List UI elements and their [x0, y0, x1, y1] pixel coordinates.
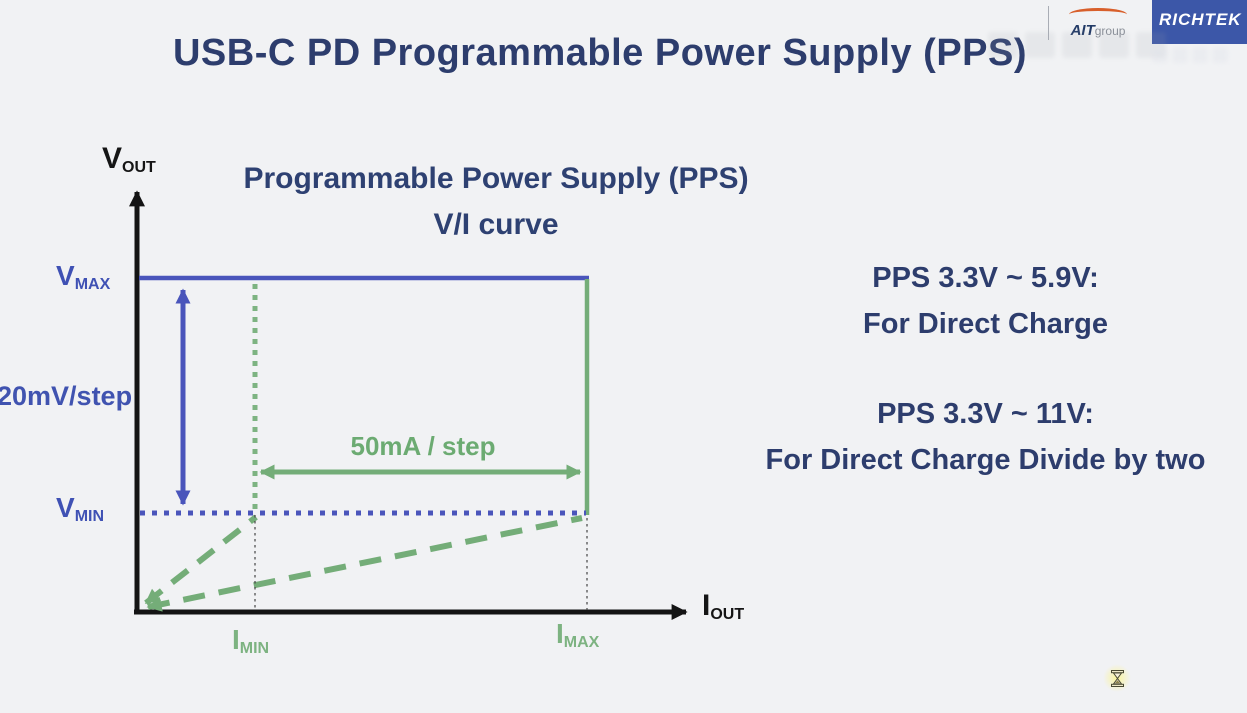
note-description: For Direct Charge — [863, 308, 1108, 340]
page-title: USB-C PD Programmable Power Supply (PPS) — [172, 32, 1028, 74]
diagram-subtitle-line1: Programmable Power Supply (PPS) — [243, 162, 749, 195]
ait-logo-text: AIT — [1070, 22, 1095, 39]
richtek-logo: RICHTEK — [1152, 0, 1247, 44]
x-axis-label: IOUT — [702, 589, 745, 624]
note-range: PPS 3.3V ~ 11V: — [877, 398, 1094, 430]
ait-logo-suffix: group — [1094, 24, 1126, 38]
y-axis-label: VOUT — [102, 142, 156, 177]
diagram-subtitle-line2: V/I curve — [433, 208, 559, 241]
diagram-subtitle: Programmable Power Supply (PPS) V/I curv… — [222, 156, 770, 248]
ait-logo-arc-icon — [1069, 8, 1127, 21]
note-direct-charge: PPS 3.3V ~ 5.9V: For Direct Charge — [733, 255, 1238, 347]
hourglass-cursor-icon — [1103, 664, 1131, 692]
vmax-label: VMAX — [56, 260, 111, 294]
logo-divider — [1048, 6, 1049, 40]
note-direct-charge-div2: PPS 3.3V ~ 11V: For Direct Charge Divide… — [733, 391, 1238, 483]
ait-group-logo: AITgroup — [1058, 8, 1138, 39]
imin-label: IMIN — [232, 624, 270, 658]
voltage-step-label: 20mV/step — [0, 381, 133, 411]
vmin-label: VMIN — [56, 492, 105, 526]
load-line-steep — [144, 514, 258, 606]
current-step-label: 50mA / step — [350, 431, 496, 461]
note-range: PPS 3.3V ~ 5.9V: — [872, 262, 1099, 294]
imax-label: IMAX — [556, 618, 600, 652]
note-description: For Direct Charge Divide by two — [765, 444, 1206, 476]
pps-notes: PPS 3.3V ~ 5.9V: For Direct Charge PPS 3… — [733, 255, 1238, 527]
load-line-shallow — [146, 515, 583, 612]
vi-curve-diagram — [129, 190, 688, 620]
